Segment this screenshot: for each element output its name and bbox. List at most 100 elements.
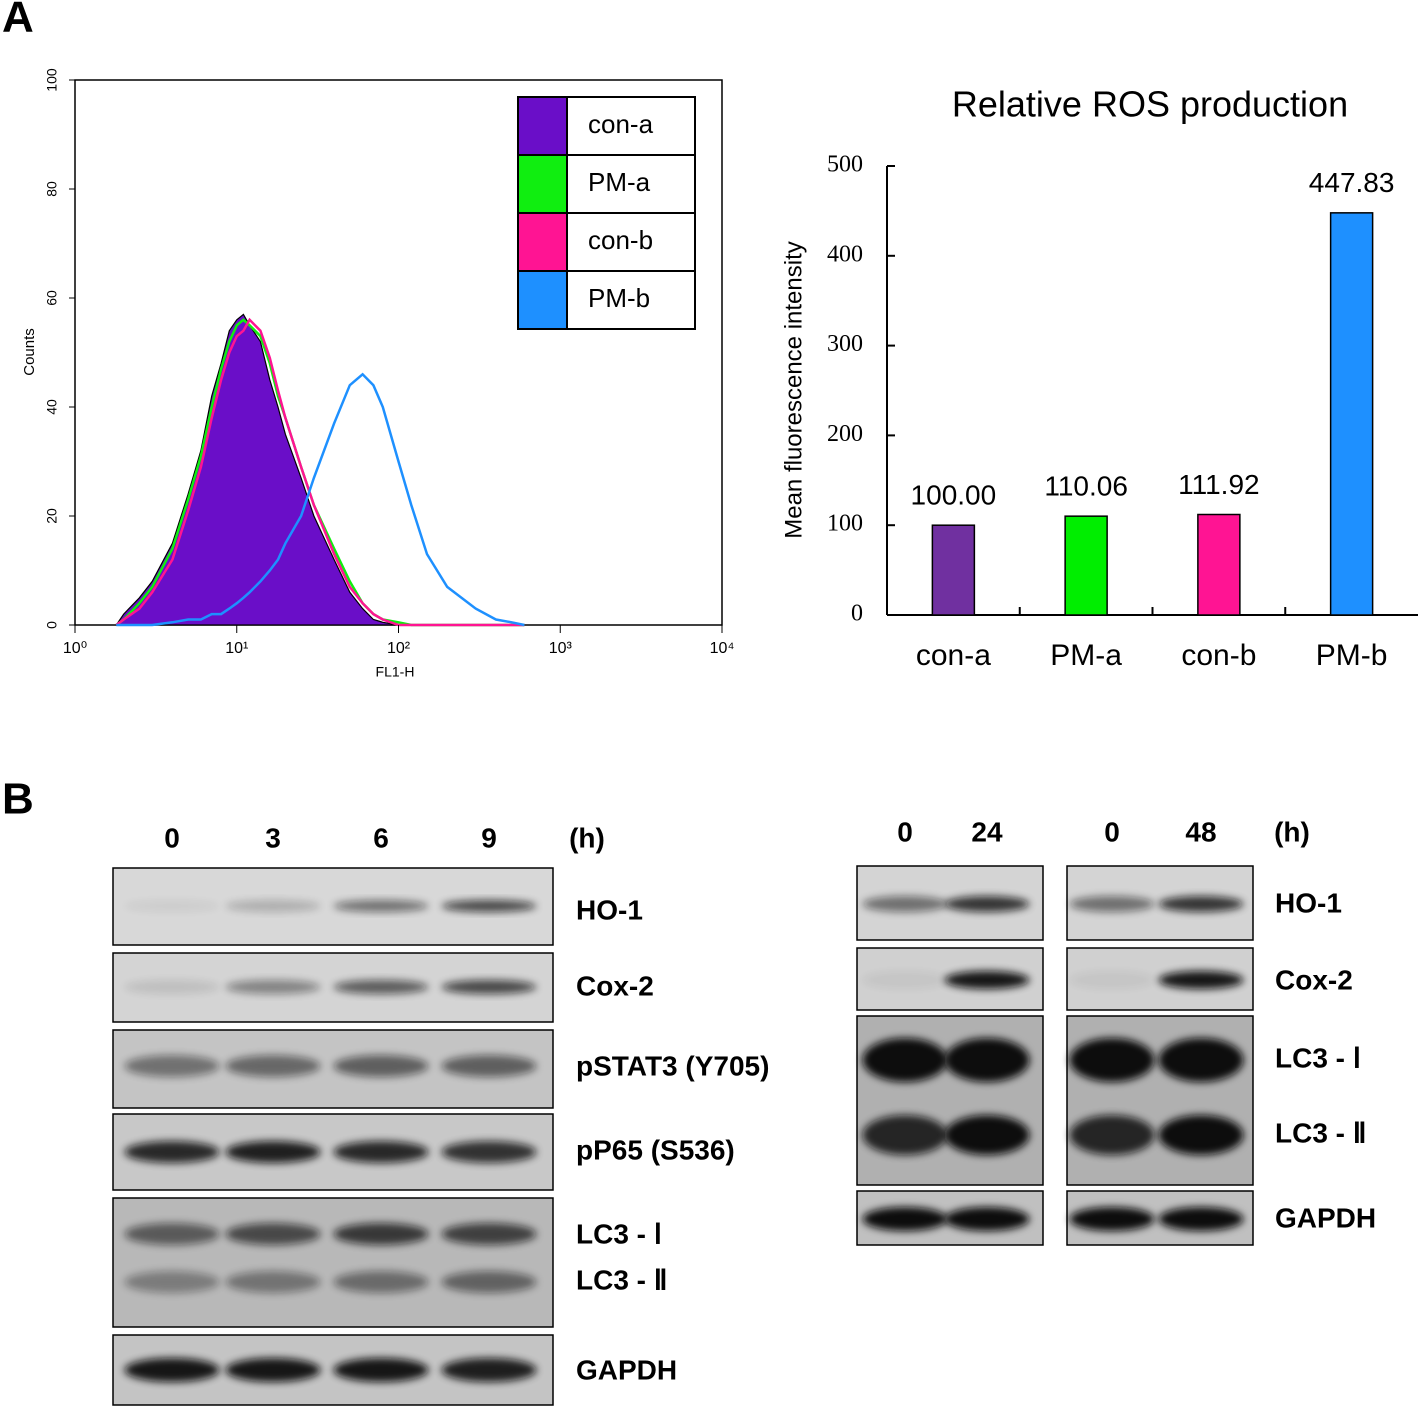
timepoint-label: 48: [1185, 816, 1216, 847]
y-tick-label: 100: [827, 511, 863, 537]
blot-band: [1158, 1207, 1244, 1231]
blot-band: [124, 1358, 220, 1382]
blot-membrane: [112, 1197, 554, 1328]
blot-band: [441, 900, 537, 912]
blot-band: [1158, 971, 1244, 989]
blot-band: [124, 1271, 220, 1293]
blot-band: [225, 1271, 321, 1293]
blot-band: [944, 1115, 1030, 1155]
row-label: HO-1: [576, 894, 643, 925]
blot-band: [124, 1223, 220, 1245]
unit-label: (h): [1274, 816, 1310, 847]
blot-band: [225, 1141, 321, 1163]
blot-band: [944, 1207, 1030, 1231]
x-tick-label: con-b: [1181, 639, 1256, 672]
blot-band: [124, 1055, 220, 1077]
y-tick-label: 40: [44, 399, 60, 415]
legend-swatch: [517, 154, 568, 214]
blot-band: [1158, 896, 1244, 912]
blot-band: [333, 980, 429, 994]
blot-band: [944, 971, 1030, 989]
blot-band: [441, 1141, 537, 1163]
x-tick-label: PM-b: [1316, 639, 1388, 672]
x-tick-label: 10³: [549, 640, 573, 657]
blot-band: [441, 1223, 537, 1245]
row-label: LC3 - Ⅱ: [1275, 1117, 1367, 1148]
value-label: 100.00: [911, 480, 997, 511]
bar: [1064, 515, 1108, 616]
blot-band: [225, 980, 321, 994]
blot-band: [862, 1038, 948, 1082]
blot-band: [225, 1223, 321, 1245]
blot-band: [225, 1055, 321, 1077]
legend-label: con-b: [588, 225, 653, 255]
blot-band: [333, 900, 429, 912]
legend-swatch: [517, 270, 568, 330]
bar: [931, 524, 976, 616]
x-axis-label: FL1-H: [376, 664, 415, 680]
y-tick-label: 400: [827, 241, 863, 267]
y-axis-label: Mean fluorescence intensity: [780, 241, 807, 539]
x-tick-label: 10⁰: [63, 640, 87, 657]
timepoint-label: 0: [1104, 816, 1120, 847]
x-tick-label: PM-a: [1050, 639, 1122, 672]
row-label: LC3 - Ⅱ: [576, 1264, 668, 1295]
western-blots: 0 3 6 9 (h) HO-1 Cox-2 pSTAT3 (Y705) pP65 (S536)…: [112, 816, 1376, 1406]
y-axis-label: Counts: [21, 328, 38, 376]
timepoint-label: 3: [265, 822, 281, 853]
blot-band: [1069, 1115, 1155, 1155]
y-tick-label: 20: [44, 508, 60, 524]
timepoint-label: 6: [373, 822, 389, 853]
y-tick-label: 500: [827, 152, 863, 178]
row-label: HO-1: [1275, 887, 1342, 918]
blot-band: [862, 1115, 948, 1155]
histogram-line: [115, 317, 525, 627]
blot-band: [1069, 1038, 1155, 1082]
row-label: pSTAT3 (Y705): [576, 1050, 769, 1081]
value-label: 111.92: [1178, 469, 1259, 500]
blot-band: [441, 1358, 537, 1382]
blot-band: [1069, 896, 1155, 912]
legend-label: PM-a: [588, 167, 651, 197]
blot-band: [944, 1038, 1030, 1082]
histogram-line: [115, 313, 525, 626]
y-tick-label: 0: [44, 621, 60, 629]
timepoint-label: 24: [971, 816, 1003, 847]
y-tick-label: 300: [827, 331, 863, 357]
blot-band: [1069, 971, 1155, 989]
blot-band: [441, 1271, 537, 1293]
blot-band: [1158, 1115, 1244, 1155]
blot-band: [862, 896, 948, 912]
legend-swatch: [517, 212, 568, 272]
blot-band: [124, 1141, 220, 1163]
timepoint-label: 9: [481, 822, 497, 853]
legend-label: PM-b: [588, 283, 650, 313]
unit-label: (h): [569, 822, 605, 853]
row-label: GAPDH: [1275, 1202, 1376, 1233]
legend-label: con-a: [588, 109, 654, 139]
timepoint-label: 0: [897, 816, 913, 847]
row-label: pP65 (S536): [576, 1134, 735, 1165]
blot-band: [124, 980, 220, 994]
panel-label: B: [2, 775, 34, 824]
blot-band: [333, 1358, 429, 1382]
legend-swatch: [517, 96, 568, 156]
x-tick-label: con-a: [916, 639, 991, 672]
blot-band: [441, 980, 537, 994]
value-label: 110.06: [1044, 471, 1128, 502]
x-tick-label: 10²: [387, 640, 411, 657]
blot-band: [862, 971, 948, 989]
blot-band: [1158, 1038, 1244, 1082]
timepoint-label: 0: [164, 822, 180, 853]
blot-band: [441, 1055, 537, 1077]
row-label: LC3 - Ⅰ: [576, 1218, 662, 1249]
y-tick-label: 60: [44, 290, 60, 306]
blot-band: [1069, 1207, 1155, 1231]
blot-band: [225, 900, 321, 912]
bar: [1197, 513, 1241, 616]
y-tick-label: 100: [44, 68, 60, 92]
row-label: Cox-2: [576, 970, 654, 1001]
x-tick-label: 10¹: [225, 640, 248, 657]
row-label: GAPDH: [576, 1354, 677, 1385]
